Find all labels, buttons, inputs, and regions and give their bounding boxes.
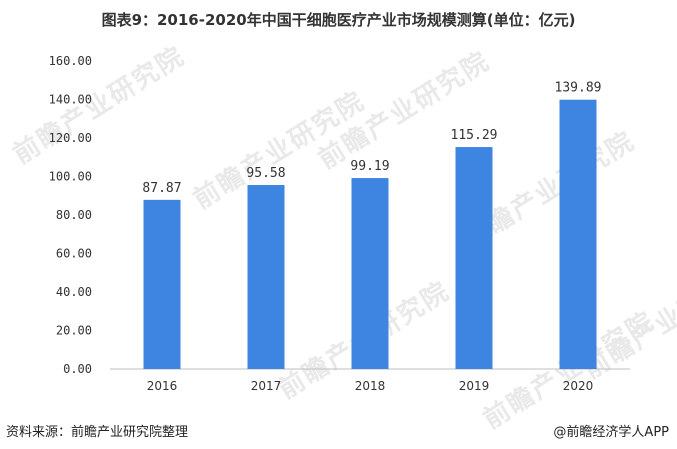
source-note: 资料来源：前瞻产业研究院整理 xyxy=(6,425,189,440)
y-tick-label: 60.00 xyxy=(56,247,92,261)
y-tick-label: 100.00 xyxy=(49,170,92,184)
bar xyxy=(455,147,493,369)
y-tick-label: 140.00 xyxy=(49,93,92,107)
x-tick-label: 2019 xyxy=(459,379,490,393)
bar xyxy=(143,199,181,369)
brand-label: @前瞻经济学人APP xyxy=(553,425,669,440)
x-tick-label: 2017 xyxy=(251,379,282,393)
data-label: 95.58 xyxy=(246,166,285,181)
data-label: 115.29 xyxy=(451,128,498,143)
data-label: 139.89 xyxy=(555,81,602,96)
y-tick-label: 0.00 xyxy=(63,362,92,376)
data-label: 87.87 xyxy=(142,181,181,196)
y-tick-label: 40.00 xyxy=(56,285,92,299)
y-tick-label: 160.00 xyxy=(49,54,92,68)
x-tick-label: 2016 xyxy=(147,379,178,393)
y-tick-label: 120.00 xyxy=(49,131,92,145)
bar xyxy=(559,99,597,370)
bar xyxy=(351,178,389,369)
x-tick-label: 2018 xyxy=(355,379,386,393)
y-tick-label: 20.00 xyxy=(56,324,92,338)
x-tick-label: 2020 xyxy=(563,379,594,393)
data-label: 99.19 xyxy=(350,159,389,174)
bar xyxy=(247,185,285,369)
y-tick-label: 80.00 xyxy=(56,208,92,222)
chart-title: 图表9：2016-2020年中国干细胞医疗产业市场规模测算(单位：亿元) xyxy=(101,11,576,29)
